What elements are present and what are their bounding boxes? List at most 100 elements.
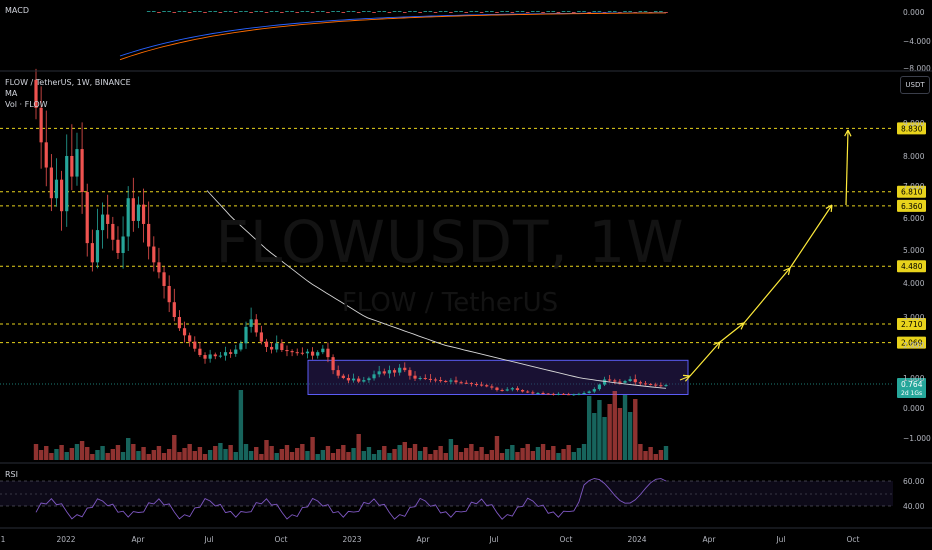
volume-bar: [136, 451, 141, 460]
candle: [213, 354, 217, 357]
arrow-head: [783, 267, 791, 275]
volume-bar: [576, 448, 582, 460]
candle: [254, 319, 258, 333]
macd-histogram-bar: [520, 11, 525, 12]
candle: [218, 355, 222, 357]
macd-histogram-bar: [290, 11, 294, 12]
time-axis-tick: Oct: [847, 535, 860, 544]
macd-histogram-bar: [356, 12, 361, 13]
candle: [264, 341, 269, 347]
volume-bar: [289, 452, 295, 460]
currency-button[interactable]: USDT: [900, 76, 930, 94]
volume-bar: [474, 451, 479, 460]
macd-histogram-bar: [157, 12, 161, 13]
volume-bar: [207, 450, 213, 460]
level-tag: [897, 199, 926, 212]
macd-histogram-bar: [367, 11, 371, 12]
macd-histogram-bar: [392, 11, 397, 12]
candle: [654, 384, 658, 386]
volume-bar: [213, 446, 218, 460]
candle: [556, 393, 561, 395]
macd-histogram-bar: [300, 11, 305, 12]
macd-pane: 0.000 −4.000 −8.000: [119, 8, 931, 73]
level-tag: [897, 185, 926, 198]
candle: [290, 351, 294, 353]
volume-bar: [64, 452, 69, 460]
projection-arrow: [743, 267, 791, 324]
volume-bar: [469, 444, 474, 460]
macd-histogram-bar: [305, 11, 310, 12]
candle: [485, 385, 489, 387]
macd-histogram-bar: [274, 11, 279, 12]
volume-bar: [38, 450, 44, 460]
rsi-axis-tick: 60.00: [903, 477, 925, 486]
symbol-title[interactable]: FLOW / TetherUS, 1W, BINANCE: [5, 78, 131, 87]
candle: [664, 385, 668, 387]
volume-bar: [125, 438, 131, 460]
volume-bar: [320, 450, 326, 460]
candle: [234, 349, 238, 354]
candle: [526, 391, 530, 393]
volume-bar: [141, 447, 146, 460]
volume-bar: [658, 450, 664, 460]
time-axis-tick: Jul: [488, 535, 498, 544]
arrow-head: [737, 322, 745, 330]
volume-bar: [85, 447, 90, 460]
candle: [367, 378, 371, 381]
macd-histogram-bar: [223, 11, 228, 12]
macd-axis-tick: 0.000: [903, 8, 925, 17]
candle: [659, 385, 663, 387]
rsi-axis-tick: 40.00: [903, 502, 925, 511]
time-axis-tick: Apr: [132, 535, 146, 544]
legend: FLOW / TetherUS, 1W, BINANCE MA Vol · FL…: [5, 77, 131, 110]
volume-bar: [453, 445, 459, 460]
volume-bar: [243, 444, 249, 460]
volume-bar: [433, 450, 438, 460]
volume-bar: [197, 447, 203, 460]
price-axis-tick: 1.000: [903, 374, 925, 383]
time-axis-tick: Jul: [203, 535, 213, 544]
candle: [295, 352, 299, 354]
macd-histogram-bar: [556, 12, 561, 13]
indicator-volume-label[interactable]: Vol · FLOW: [5, 100, 48, 109]
arrow-head: [713, 341, 721, 349]
projection-arrow: [679, 375, 691, 381]
macd-histogram-bar: [438, 11, 443, 12]
macd-histogram-bar: [244, 11, 248, 12]
macd-histogram-bar: [464, 12, 469, 13]
candle: [649, 384, 653, 385]
volume-bar: [397, 445, 402, 460]
candle: [39, 107, 43, 143]
volume-bar: [69, 448, 75, 460]
volume-bar: [525, 444, 530, 460]
macd-histogram-bar: [387, 12, 392, 13]
volume-bar: [622, 395, 628, 460]
candle: [587, 391, 591, 393]
volume-bar: [464, 448, 469, 460]
macd-histogram-bar: [408, 11, 412, 12]
volume-bar: [295, 448, 300, 460]
candle: [618, 381, 622, 383]
price-axis-tick: 9.000: [903, 119, 925, 128]
candle: [126, 198, 130, 237]
candle: [403, 367, 407, 371]
volume-bar: [177, 452, 182, 460]
volume-bar: [218, 443, 223, 460]
candle: [439, 380, 443, 382]
candle: [326, 348, 330, 358]
macd-histogram-bar: [208, 11, 212, 12]
candle: [75, 149, 79, 177]
candle: [428, 378, 432, 380]
volume-bar: [412, 444, 418, 460]
rsi-band: [0, 481, 893, 506]
macd-histogram-bar: [377, 11, 381, 12]
candle: [162, 272, 166, 286]
indicator-ma-label[interactable]: MA: [5, 89, 18, 98]
macd-histogram-bar: [536, 11, 540, 12]
candle: [567, 394, 571, 396]
rsi-pane: 60.00 40.00: [0, 477, 925, 520]
candle: [244, 326, 248, 344]
macd-histogram-bar: [607, 11, 612, 12]
volume-bar: [192, 451, 197, 460]
